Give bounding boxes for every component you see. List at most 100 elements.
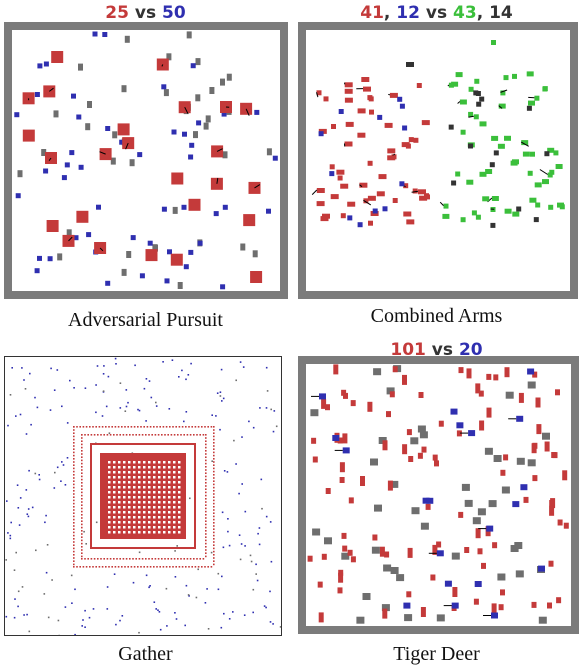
deer-agent bbox=[386, 411, 391, 418]
tiger-agent bbox=[444, 580, 452, 587]
red-army-unit bbox=[378, 174, 387, 180]
green-army-unit bbox=[498, 103, 506, 109]
food-dot bbox=[178, 426, 181, 428]
predator-agent bbox=[170, 253, 183, 266]
food-dot bbox=[81, 491, 83, 494]
agent bbox=[34, 396, 36, 399]
food-dot bbox=[105, 426, 107, 428]
wall-dot bbox=[155, 401, 157, 404]
agent bbox=[158, 611, 161, 613]
agent bbox=[258, 543, 261, 546]
red-army-unit bbox=[336, 169, 345, 175]
food-dot bbox=[81, 443, 83, 446]
deer-agent bbox=[342, 433, 348, 444]
food-grid-cell bbox=[178, 471, 181, 474]
food-dot bbox=[205, 536, 207, 538]
red-army-unit bbox=[363, 198, 369, 204]
arena-adversarial-pursuit bbox=[4, 22, 288, 299]
green-army-unit bbox=[485, 169, 493, 174]
agent bbox=[219, 428, 221, 431]
food-dot bbox=[164, 434, 166, 436]
food-dot bbox=[178, 566, 181, 568]
food-dot bbox=[213, 435, 215, 438]
deer-agent bbox=[503, 454, 509, 461]
prey-agent bbox=[183, 264, 189, 270]
deer-agent bbox=[493, 374, 499, 381]
agent bbox=[7, 424, 9, 427]
food-dot bbox=[145, 434, 147, 436]
food-grid-cell bbox=[173, 461, 176, 464]
food-grid-cell bbox=[153, 521, 156, 524]
attack-line bbox=[363, 199, 372, 206]
prey-agent bbox=[96, 204, 101, 210]
food-grid-cell bbox=[133, 481, 136, 484]
tiger-agent bbox=[527, 368, 535, 375]
food-grid-cell bbox=[168, 531, 171, 534]
agent bbox=[215, 415, 217, 417]
agent bbox=[148, 586, 150, 589]
food-grid-cell bbox=[128, 461, 131, 464]
food-grid-cell bbox=[118, 531, 121, 534]
food-dot bbox=[81, 440, 83, 442]
food-dot bbox=[213, 502, 215, 505]
agent bbox=[269, 590, 271, 593]
red-army-unit bbox=[403, 183, 409, 189]
food-dot bbox=[95, 426, 97, 428]
agent bbox=[61, 405, 63, 408]
food-dot bbox=[73, 438, 75, 441]
food-grid-cell bbox=[133, 486, 136, 489]
prey-agent bbox=[197, 240, 203, 246]
food-grid-cell bbox=[163, 491, 166, 494]
agent bbox=[178, 376, 180, 378]
obstacle bbox=[57, 253, 63, 261]
food-dot bbox=[205, 459, 207, 462]
obstacle bbox=[240, 243, 246, 251]
food-grid-cell bbox=[138, 501, 141, 504]
agent bbox=[239, 361, 242, 363]
food-dot bbox=[81, 498, 83, 500]
obstacle bbox=[419, 431, 428, 439]
prey-agent bbox=[105, 126, 111, 131]
food-dot bbox=[73, 467, 75, 470]
prey-agent bbox=[43, 168, 49, 174]
agent bbox=[23, 614, 25, 616]
obstacle bbox=[226, 73, 232, 81]
food-dot bbox=[153, 426, 155, 428]
obstacle bbox=[222, 151, 228, 159]
deer-agent bbox=[486, 407, 492, 418]
food-dot bbox=[100, 558, 102, 560]
deer-agent bbox=[317, 581, 323, 588]
food-grid-cell bbox=[168, 511, 171, 514]
food-grid-cell bbox=[148, 466, 151, 469]
food-dot bbox=[193, 558, 195, 560]
food-grid-cell bbox=[158, 496, 161, 499]
food-grid-cell bbox=[118, 481, 121, 484]
wall-dot bbox=[9, 394, 12, 396]
obstacle bbox=[527, 459, 536, 467]
wall-dot bbox=[46, 544, 49, 546]
obstacle bbox=[370, 458, 378, 466]
deer-agent bbox=[473, 598, 479, 605]
prey-agent bbox=[254, 109, 260, 115]
agent bbox=[211, 414, 213, 416]
deer-agent bbox=[500, 469, 506, 476]
food-grid-cell bbox=[168, 516, 171, 519]
food-dot bbox=[196, 434, 198, 436]
red-army-unit bbox=[345, 121, 354, 127]
food-grid-cell bbox=[113, 516, 116, 519]
prey-agent bbox=[34, 92, 40, 97]
food-dot bbox=[117, 426, 120, 428]
wall-dot bbox=[239, 558, 242, 561]
food-grid-cell bbox=[173, 506, 176, 509]
food-dot bbox=[180, 434, 182, 436]
food-dot bbox=[109, 558, 112, 560]
agent bbox=[62, 464, 65, 466]
food-dot bbox=[181, 426, 184, 428]
food-dot bbox=[93, 434, 96, 436]
deer-agent bbox=[321, 553, 327, 560]
attack-line bbox=[48, 157, 52, 161]
wall-dot bbox=[249, 554, 252, 557]
score-line: 101 vs 20 bbox=[291, 340, 582, 360]
dark-army-unit bbox=[476, 101, 482, 107]
food-dot bbox=[172, 566, 174, 568]
